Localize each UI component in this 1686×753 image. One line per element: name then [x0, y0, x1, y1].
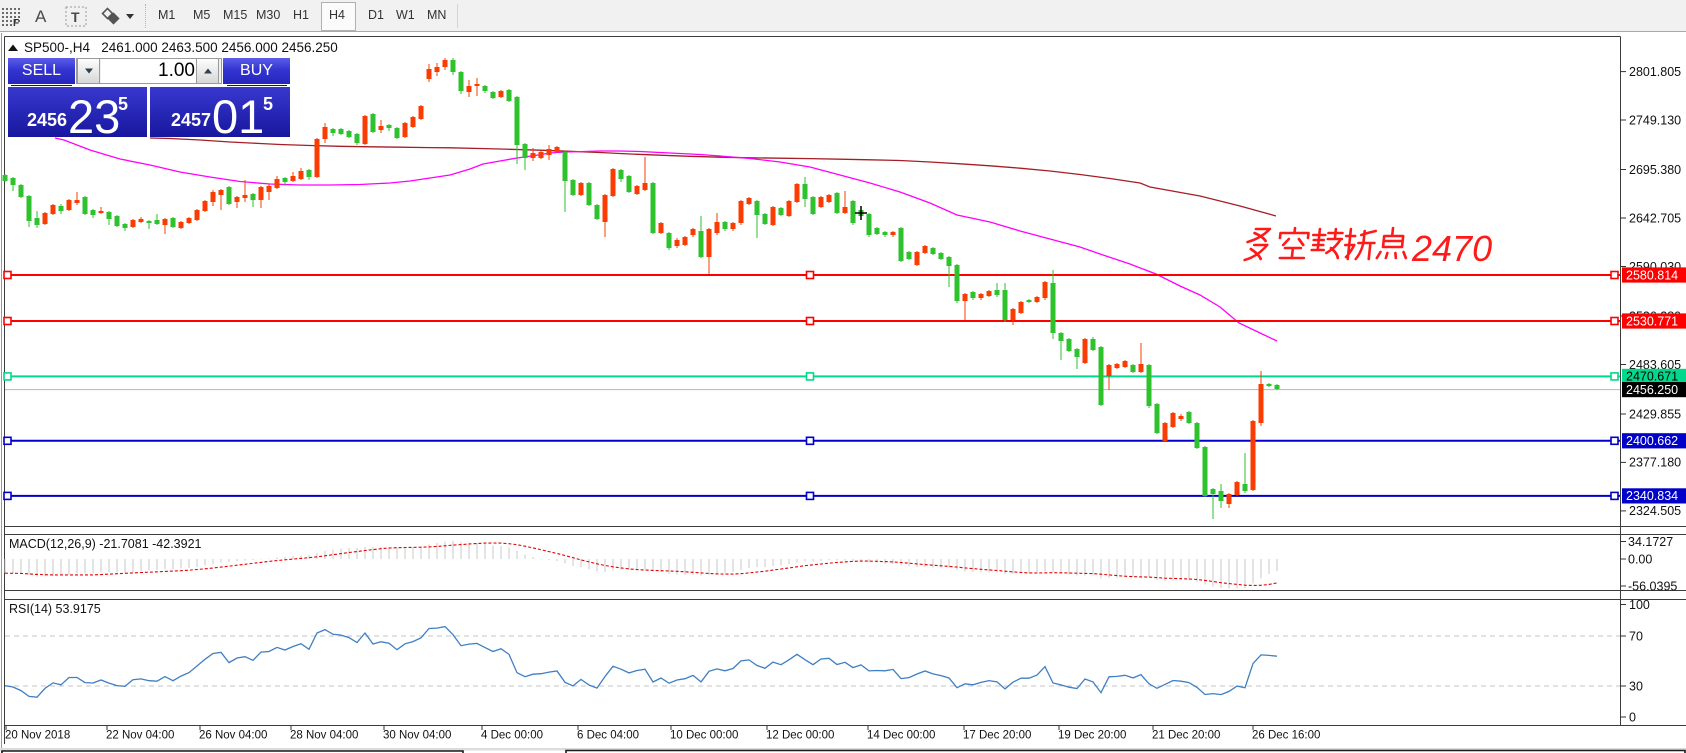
svg-text:20 Nov 2018: 20 Nov 2018 — [5, 730, 70, 742]
svg-text:14 Dec 00:00: 14 Dec 00:00 — [867, 730, 935, 742]
svg-text:RSI(14) 53.9175: RSI(14) 53.9175 — [9, 602, 101, 616]
svg-text:2470: 2470 — [1411, 228, 1492, 269]
svg-text:2749.130: 2749.130 — [1629, 113, 1681, 127]
svg-text:2400.662: 2400.662 — [1626, 434, 1678, 448]
svg-text:26 Nov 04:00: 26 Nov 04:00 — [199, 730, 267, 742]
svg-text:2456.250: 2456.250 — [1626, 383, 1678, 397]
svg-text:28 Nov 04:00: 28 Nov 04:00 — [290, 730, 358, 742]
svg-text:A: A — [35, 7, 47, 26]
svg-text:2470.671: 2470.671 — [1626, 370, 1678, 384]
svg-text:SP500-,H4 2461.000 2463.500: SP500-,H4 2461.000 2463.500 2456.000 245… — [24, 40, 338, 55]
svg-text:30: 30 — [1629, 679, 1643, 693]
svg-text:100: 100 — [1629, 598, 1650, 612]
svg-text:19 Dec 20:00: 19 Dec 20:00 — [1058, 730, 1126, 742]
svg-text:MACD(12,26,9) -21.7081 -42.392: MACD(12,26,9) -21.7081 -42.3921 — [9, 537, 202, 551]
svg-text:-56.0395: -56.0395 — [1628, 579, 1677, 593]
svg-text:F: F — [13, 18, 19, 29]
svg-text:34.1727: 34.1727 — [1628, 535, 1673, 549]
svg-text:T: T — [71, 9, 80, 25]
svg-text:26 Dec 16:00: 26 Dec 16:00 — [1252, 730, 1320, 742]
svg-text:2429.855: 2429.855 — [1629, 407, 1681, 421]
svg-text:2377.180: 2377.180 — [1629, 456, 1681, 470]
svg-text:2801.805: 2801.805 — [1629, 65, 1681, 79]
svg-text:2324.505: 2324.505 — [1629, 504, 1681, 518]
svg-text:10 Dec 00:00: 10 Dec 00:00 — [670, 730, 738, 742]
svg-text:0: 0 — [1629, 710, 1636, 724]
svg-text:0.00: 0.00 — [1628, 552, 1652, 566]
svg-text:2340.834: 2340.834 — [1626, 489, 1678, 503]
svg-text:6 Dec 04:00: 6 Dec 04:00 — [577, 730, 639, 742]
svg-text:2580.814: 2580.814 — [1626, 268, 1678, 282]
svg-text:2642.705: 2642.705 — [1629, 211, 1681, 225]
svg-text:17 Dec 20:00: 17 Dec 20:00 — [963, 730, 1031, 742]
svg-text:22 Nov 04:00: 22 Nov 04:00 — [106, 730, 174, 742]
svg-text:4 Dec 00:00: 4 Dec 00:00 — [481, 730, 543, 742]
svg-text:30 Nov 04:00: 30 Nov 04:00 — [383, 730, 451, 742]
svg-text:70: 70 — [1629, 629, 1643, 643]
svg-text:2530.771: 2530.771 — [1626, 314, 1678, 328]
svg-text:12 Dec 00:00: 12 Dec 00:00 — [766, 730, 834, 742]
svg-text:2695.380: 2695.380 — [1629, 163, 1681, 177]
svg-text:21 Dec 20:00: 21 Dec 20:00 — [1152, 730, 1220, 742]
svg-text:2483.605: 2483.605 — [1629, 358, 1681, 372]
